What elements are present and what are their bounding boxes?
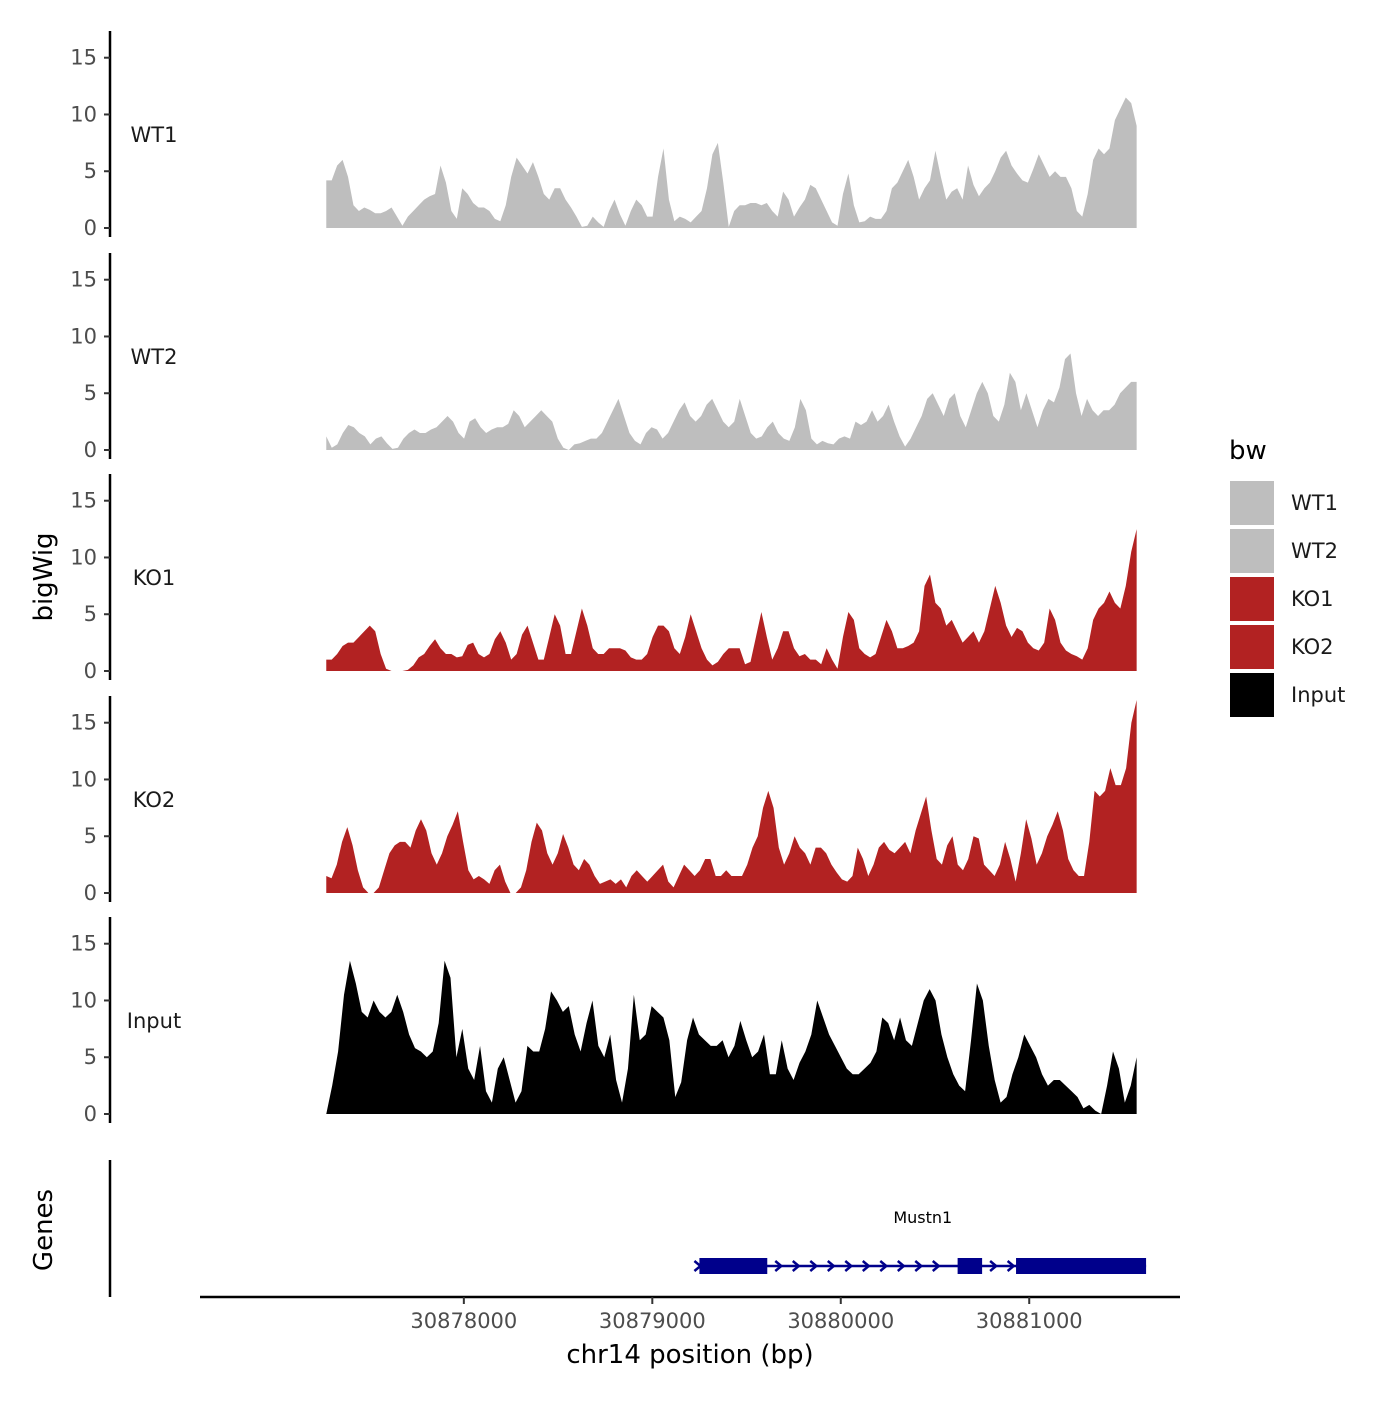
x-tick-label: 30879000 [599, 1309, 706, 1333]
x-tick-label: 30881000 [976, 1309, 1083, 1333]
y-tick-label: 5 [84, 159, 97, 183]
legend-label-ko2: KO2 [1291, 635, 1334, 659]
legend-swatch-wt1 [1228, 479, 1276, 527]
y-tick-label: 0 [84, 881, 97, 905]
y-tick-label: 15 [70, 46, 97, 70]
tracks-layer: 0 5 10 15 WT1 0 5 10 15 WT2 0 5 10 15 KO1 0 5 10 15 KO2 0 5 10… [70, 31, 1137, 1126]
strand-chevron [826, 1260, 836, 1272]
series-area-wt1 [326, 97, 1137, 228]
series-area-ko2 [326, 700, 1137, 893]
strand-chevron [914, 1260, 924, 1272]
strand-chevron [861, 1260, 871, 1272]
track-wt1: 0 5 10 15 WT1 [70, 31, 1137, 240]
track-label: WT1 [131, 123, 178, 147]
track-ko2: 0 5 10 15 KO2 [70, 696, 1137, 905]
strand-chevron [1006, 1260, 1016, 1272]
legend-label-input: Input [1291, 683, 1345, 707]
track-label: KO1 [133, 566, 176, 590]
y-tick-label: 0 [84, 438, 97, 462]
x-tick-label: 30878000 [410, 1309, 517, 1333]
y-tick-label: 5 [84, 602, 97, 626]
gene-track: Mustn1 [108, 1160, 1147, 1297]
legend-swatch-wt2 [1228, 527, 1276, 575]
y-tick-label: 10 [70, 767, 97, 791]
y-tick-label: 5 [84, 381, 97, 405]
legend-label-ko1: KO1 [1291, 587, 1334, 611]
genes-axis-title: Genes [29, 1189, 59, 1271]
y-tick-label: 15 [70, 711, 97, 735]
series-area-wt2 [326, 353, 1137, 450]
y-axis-title: bigWig [29, 532, 59, 621]
gene-exon [1016, 1258, 1147, 1274]
track-label: WT2 [131, 345, 178, 369]
strand-chevron [844, 1260, 854, 1272]
strand-chevron [791, 1260, 801, 1272]
track-label: Input [127, 1009, 181, 1033]
y-tick-label: 15 [70, 268, 97, 292]
legend-swatch-ko2 [1228, 623, 1276, 671]
strand-chevron [774, 1260, 784, 1272]
track-input: 0 5 10 15 Input [70, 917, 1137, 1126]
series-area-input [326, 960, 1137, 1114]
track-ko1: 0 5 10 15 KO1 [70, 474, 1137, 683]
legend: bw WT1 WT2 KO1 KO2 Input [1228, 436, 1345, 719]
gene-exon [699, 1258, 768, 1274]
y-tick-label: 0 [84, 1102, 97, 1126]
legend-label-wt2: WT2 [1291, 539, 1338, 563]
series-area-ko1 [326, 529, 1137, 671]
x-tick-label: 30880000 [787, 1309, 894, 1333]
y-tick-label: 10 [70, 102, 97, 126]
y-tick-label: 15 [70, 932, 97, 956]
y-tick-label: 5 [84, 1045, 97, 1069]
gene-exon [957, 1258, 983, 1274]
y-tick-label: 5 [84, 824, 97, 848]
legend-swatch-ko1 [1228, 575, 1276, 623]
x-axis: 30878000 30879000 30880000 30881000 [200, 1295, 1180, 1333]
track-label: KO2 [133, 788, 176, 812]
strand-chevron [896, 1260, 906, 1272]
y-tick-label: 10 [70, 545, 97, 569]
legend-title: bw [1229, 436, 1267, 466]
y-tick-label: 15 [70, 489, 97, 513]
strand-chevron [931, 1260, 941, 1272]
y-tick-label: 10 [70, 988, 97, 1012]
y-tick-label: 0 [84, 216, 97, 240]
strand-chevron [879, 1260, 889, 1272]
strand-chevron [809, 1260, 819, 1272]
x-axis-title: chr14 position (bp) [566, 1340, 813, 1370]
gene-label: Mustn1 [893, 1208, 952, 1227]
y-tick-label: 0 [84, 659, 97, 683]
y-tick-label: 10 [70, 324, 97, 348]
legend-swatch-input [1228, 671, 1276, 719]
legend-label-wt1: WT1 [1291, 491, 1338, 515]
track-wt2: 0 5 10 15 WT2 [70, 253, 1137, 462]
strand-chevron [989, 1260, 999, 1272]
